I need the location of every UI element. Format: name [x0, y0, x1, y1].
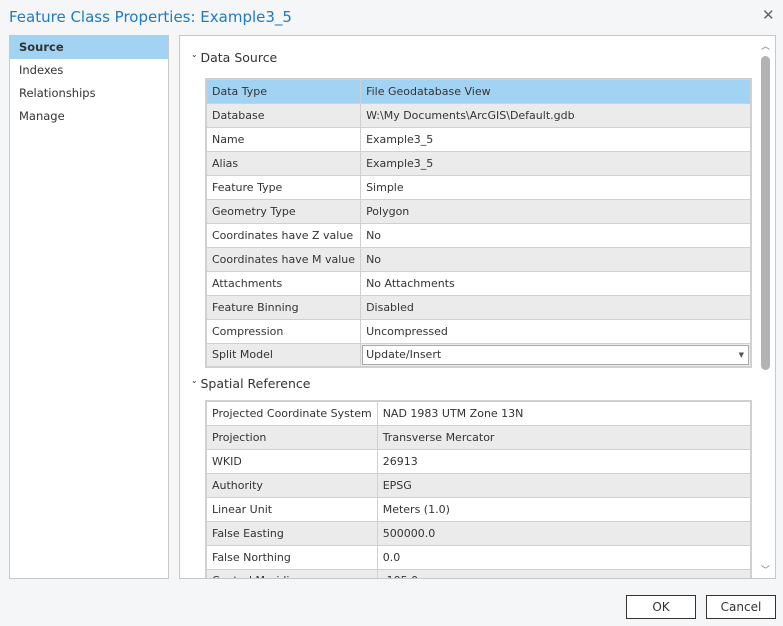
property-name: Data Type: [205, 78, 362, 104]
property-name: Feature Type: [205, 174, 362, 200]
property-value: Meters (1.0): [376, 496, 752, 522]
table-row[interactable]: Attachments No Attachments: [205, 270, 752, 296]
property-name: Central Meridian: [205, 568, 378, 578]
property-value: 500000.0: [376, 520, 752, 546]
property-name: Projected Coordinate System: [205, 400, 378, 426]
property-name: Projection: [205, 424, 378, 450]
table-row[interactable]: False Easting 500000.0: [205, 520, 752, 546]
property-name: Coordinates have M value: [205, 246, 362, 272]
property-value: No: [360, 222, 752, 248]
data-source-table: Data Type File Geodatabase View Database W:…: [205, 78, 752, 368]
property-value: W:\My Documents\ArcGIS\Default.gdb: [360, 102, 752, 128]
property-value: 26913: [376, 448, 752, 474]
property-value: File Geodatabase View: [360, 78, 752, 104]
spatial-reference-section-header[interactable]: ˅ Spatial Reference: [191, 376, 311, 391]
dialog-title: Feature Class Properties: Example3_5: [9, 8, 292, 26]
ok-button[interactable]: OK: [626, 595, 696, 619]
sidebar-item-source[interactable]: Source: [10, 36, 168, 59]
table-row: Split Model Update/Insert ▼: [205, 342, 752, 368]
sidebar-item-indexes[interactable]: Indexes: [19, 63, 64, 77]
split-model-dropdown[interactable]: Update/Insert ▼: [362, 344, 749, 365]
table-row[interactable]: Central Meridian-105.0: [205, 568, 752, 578]
property-value: Uncompressed: [360, 318, 752, 344]
property-name: Feature Binning: [205, 294, 362, 320]
property-value: EPSG: [376, 472, 752, 498]
property-name: Linear Unit: [205, 496, 378, 522]
table-row[interactable]: Coordinates have Z value No: [205, 222, 752, 248]
property-name: Name: [205, 126, 362, 152]
property-value: Disabled: [360, 294, 752, 320]
chevron-down-icon: ˅: [191, 381, 198, 391]
cancel-button[interactable]: Cancel: [706, 595, 776, 619]
property-name: Alias: [205, 150, 362, 176]
table-row[interactable]: Compression Uncompressed: [205, 318, 752, 344]
property-name: Split Model: [205, 342, 362, 368]
table-row[interactable]: Linear Unit Meters (1.0): [205, 496, 752, 522]
vertical-scrollbar[interactable]: ︿ ﹀: [758, 36, 775, 578]
property-name: False Northing: [205, 544, 378, 570]
data-source-section-header[interactable]: ˅ Data Source: [191, 50, 278, 65]
property-name: False Easting: [205, 520, 378, 546]
property-value: No: [360, 246, 752, 272]
property-name: Database: [205, 102, 362, 128]
spatial-reference-table: Projected Coordinate System NAD 1983 UTM …: [205, 400, 752, 578]
properties-panel: ˅ Data Source Data Type File Geodatabase V…: [179, 35, 776, 579]
table-row[interactable]: Feature Type Simple: [205, 174, 752, 200]
property-value: Polygon: [360, 198, 752, 224]
property-value: 0.0: [376, 544, 752, 570]
property-name: Compression: [205, 318, 362, 344]
scroll-up-icon[interactable]: ︿: [761, 42, 771, 52]
sidebar: Source Indexes Relationships Manage: [9, 35, 169, 579]
dropdown-value: Update/Insert: [366, 348, 442, 362]
table-row[interactable]: Authority EPSG: [205, 472, 752, 498]
property-value: NAD 1983 UTM Zone 13N: [376, 400, 752, 426]
property-value: Example3_5: [360, 150, 752, 176]
property-value: Transverse Mercator: [376, 424, 752, 450]
table-row[interactable]: False Northing 0.0: [205, 544, 752, 570]
property-value: No Attachments: [360, 270, 752, 296]
table-row[interactable]: Projection Transverse Mercator: [205, 424, 752, 450]
scrollbar-thumb[interactable]: [761, 56, 770, 370]
close-icon[interactable]: ✕: [762, 6, 775, 24]
section-title: Data Source: [200, 50, 278, 65]
property-value: -105.0: [376, 568, 752, 578]
table-row[interactable]: Alias Example3_5: [205, 150, 752, 176]
table-row[interactable]: WKID 26913: [205, 448, 752, 474]
table-row[interactable]: Projected Coordinate System NAD 1983 UTM …: [205, 400, 752, 426]
table-row[interactable]: Database W:\My Documents\ArcGIS\Default.g…: [205, 102, 752, 128]
scroll-down-icon[interactable]: ﹀: [761, 566, 771, 576]
table-row[interactable]: Coordinates have M value No: [205, 246, 752, 272]
property-value: Example3_5: [360, 126, 752, 152]
property-name: Geometry Type: [205, 198, 362, 224]
section-title: Spatial Reference: [200, 376, 311, 391]
dropdown-arrow-icon: ▼: [738, 350, 744, 359]
table-row[interactable]: Feature Binning Disabled: [205, 294, 752, 320]
table-row[interactable]: Data Type File Geodatabase View: [205, 78, 752, 104]
sidebar-item-relationships[interactable]: Relationships: [19, 86, 96, 100]
property-name: Coordinates have Z value: [205, 222, 362, 248]
table-row[interactable]: Name Example3_5: [205, 126, 752, 152]
chevron-down-icon: ˅: [191, 55, 198, 65]
property-value: Update/Insert ▼: [360, 342, 752, 368]
sidebar-item-manage[interactable]: Manage: [19, 109, 65, 123]
property-name: Authority: [205, 472, 378, 498]
property-name: Attachments: [205, 270, 362, 296]
property-name: WKID: [205, 448, 378, 474]
table-row[interactable]: Geometry Type Polygon: [205, 198, 752, 224]
property-value: Simple: [360, 174, 752, 200]
